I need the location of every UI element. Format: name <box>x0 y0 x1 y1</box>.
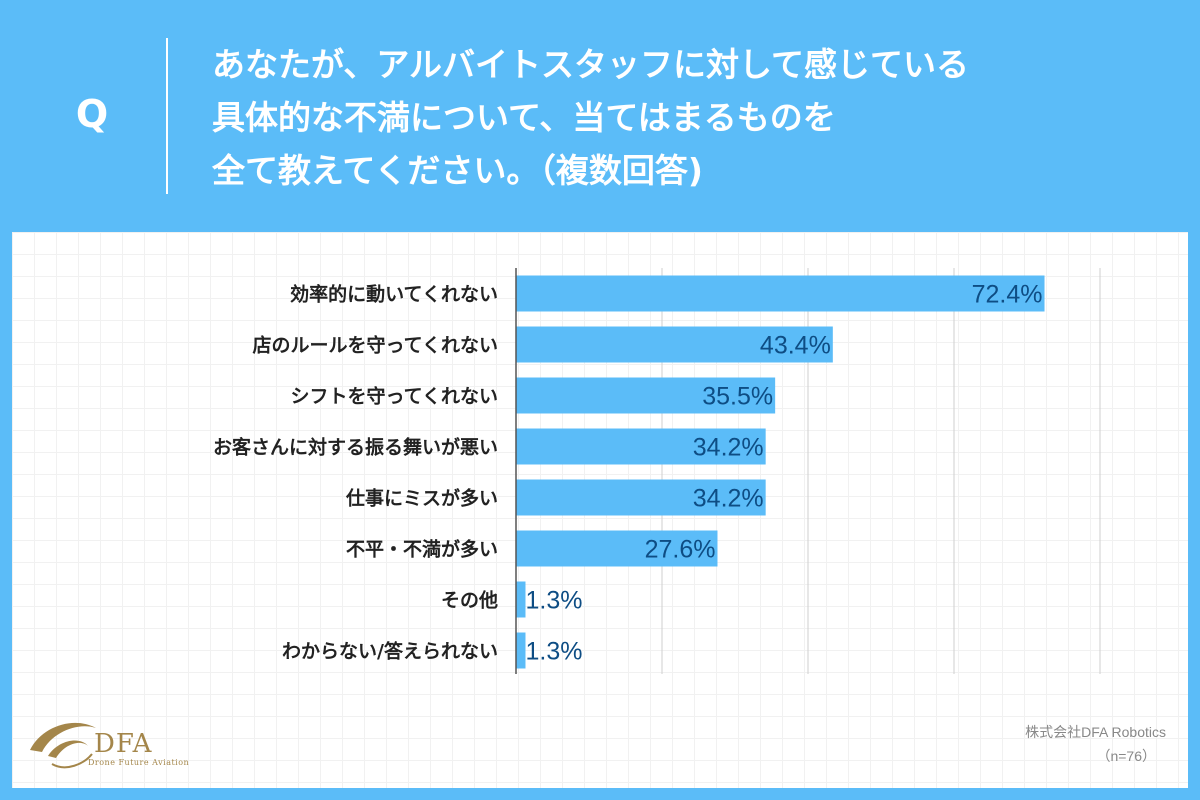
data-label: 1.3% <box>525 587 582 615</box>
data-label: 1.3% <box>525 638 582 666</box>
company-name: 株式会社DFA Robotics <box>1025 724 1166 740</box>
question-line-2: 具体的な不満について、当てはまるものを <box>212 98 836 137</box>
data-label: 35.5% <box>702 383 773 411</box>
bar <box>516 530 718 567</box>
bar <box>516 632 526 669</box>
question-text: あなたが、アルバイトスタッフに対して感じている 具体的な不満について、当てはまる… <box>212 38 1112 197</box>
logo-subtext: Drone Future Aviation <box>88 758 190 767</box>
bar <box>516 377 776 414</box>
dfa-logo-mark <box>30 722 96 769</box>
data-label: 72.4% <box>972 281 1043 309</box>
bar <box>516 326 833 363</box>
category-label: 不平・不満が多い <box>346 538 498 561</box>
data-label: 34.2% <box>693 485 764 513</box>
category-label: 仕事にミスが多い <box>345 487 498 510</box>
logo-text: DFA <box>94 729 153 759</box>
bar <box>516 428 766 465</box>
sample-size: （n=76） <box>1096 748 1156 764</box>
question-header: Q あなたが、アルバイトスタッフに対して感じている 具体的な不満について、当ては… <box>0 0 1200 232</box>
category-label: お客さんに対する振る舞いが悪い <box>213 436 498 459</box>
data-label: 27.6% <box>645 536 716 564</box>
bar <box>516 581 526 618</box>
question-marker: Q <box>75 92 109 136</box>
question-line-1: あなたが、アルバイトスタッフに対して感じている <box>212 45 970 84</box>
category-label: 店のルールを守ってくれない <box>253 334 498 357</box>
bar <box>516 275 1045 312</box>
header-divider <box>166 38 168 194</box>
chart-panel: 効率的に動いてくれない 72.4% 店のルールを守ってくれない 43.4% シフトを守っ… <box>12 232 1188 788</box>
category-label: シフトを守ってくれない <box>291 385 498 408</box>
bar-chart: 効率的に動いてくれない 72.4% 店のルールを守ってくれない 43.4% シフトを守っ… <box>213 268 1101 674</box>
category-label: その他 <box>441 589 498 612</box>
category-label: わからない/答えられない <box>282 640 498 663</box>
category-label: 効率的に動いてくれない <box>290 283 498 306</box>
bar <box>516 479 766 516</box>
data-label: 43.4% <box>760 332 831 360</box>
data-label: 34.2% <box>693 434 764 462</box>
question-line-3: 全て教えてください。（複数回答) <box>212 151 703 190</box>
